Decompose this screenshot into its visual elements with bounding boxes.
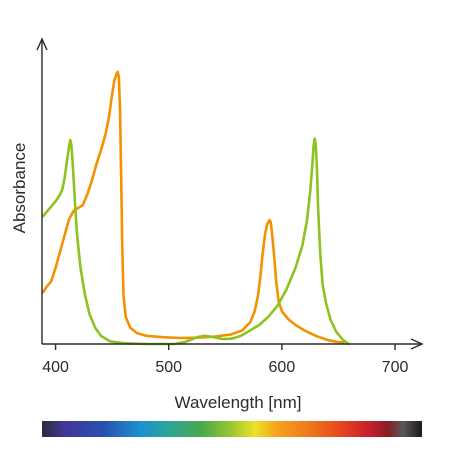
x-tick-label: 700 <box>382 359 409 376</box>
series-layer <box>41 70 350 346</box>
x-tick-label: 600 <box>269 359 296 376</box>
x-tick-label: 400 <box>42 359 69 376</box>
series-line-1 <box>41 70 345 344</box>
y-axis-title: Absorbance <box>10 143 29 234</box>
x-axis-title: Wavelength [nm] <box>175 393 302 412</box>
x-tick-label: 500 <box>155 359 182 376</box>
y-axis-arrow-icon <box>36 37 48 51</box>
x-axis-arrow-icon <box>410 338 424 350</box>
x-ticks: 400 500 600 700 <box>42 344 408 376</box>
series-line-2 <box>41 137 350 346</box>
axes <box>36 37 424 350</box>
visible-spectrum-bar <box>42 421 422 437</box>
